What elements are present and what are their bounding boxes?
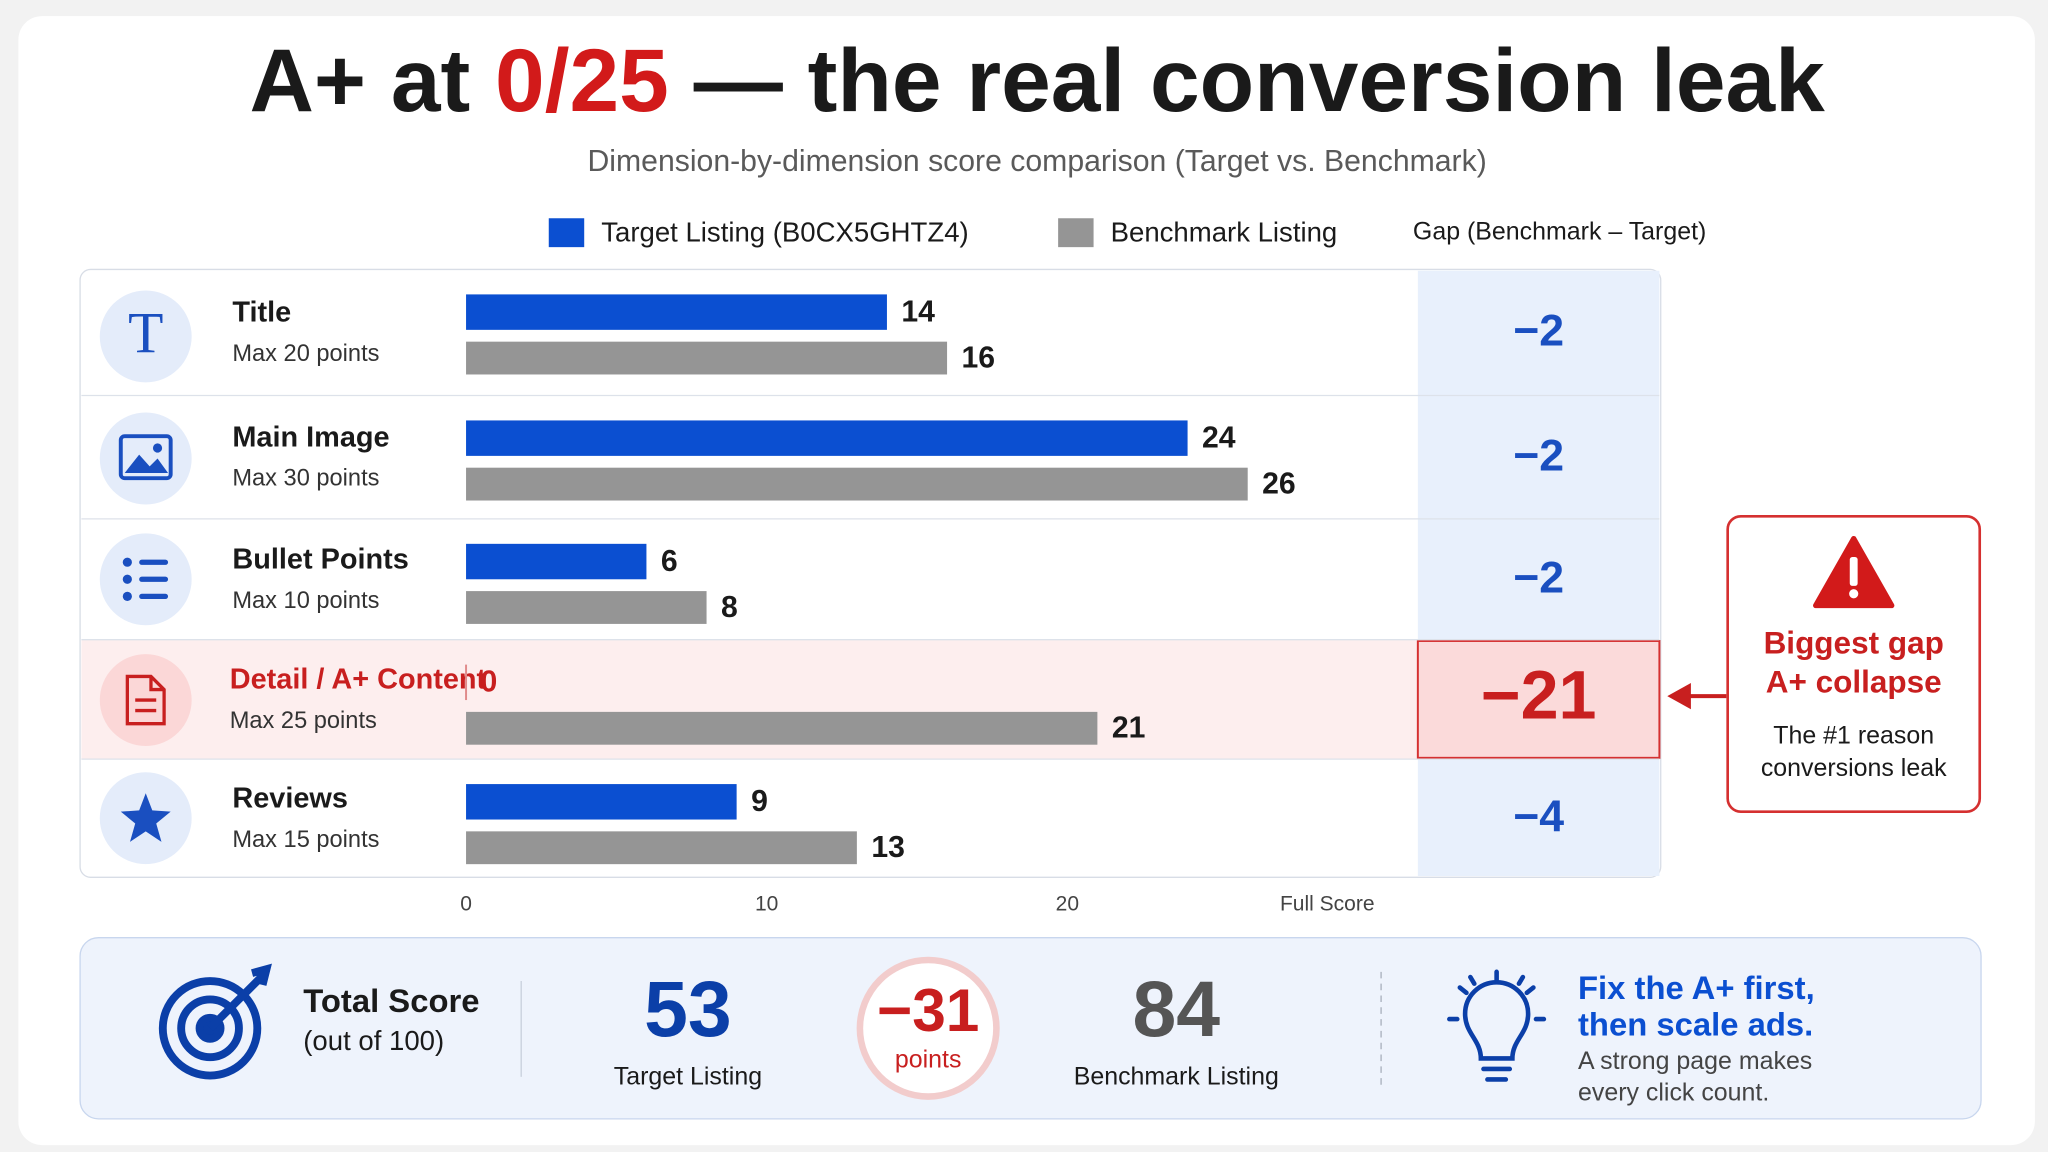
callout-text: conversions leak [1761, 754, 1947, 782]
target-total: 53 [644, 965, 732, 1053]
summary-label: Total Score [303, 982, 479, 1019]
title-highlight: 0/25 [495, 30, 669, 130]
bar [466, 711, 1098, 745]
legend-swatch [1058, 218, 1094, 248]
gap-value: −4 [1513, 792, 1564, 841]
gap-header: Gap (Benchmark – Target) [1413, 217, 1706, 245]
icon-bg [99, 412, 192, 505]
highlight-gap-cell [1416, 640, 1661, 759]
difference-unit: points [895, 1046, 962, 1074]
callout-title: Biggest gap [1764, 624, 1944, 660]
category-note: Max 30 points [232, 466, 379, 492]
bar [466, 543, 647, 580]
image-icon [118, 434, 173, 481]
bar-value-label: 21 [1112, 712, 1146, 745]
gap-column [1417, 270, 1660, 876]
document-icon [125, 674, 166, 726]
warning-mark [1849, 556, 1858, 586]
bar [466, 294, 887, 330]
x-tick-label: 10 [755, 892, 778, 915]
gap-value: −2 [1513, 307, 1564, 356]
subtitle: Dimension-by-dimension score comparison … [588, 145, 1487, 178]
bar-value-label: 14 [901, 295, 935, 328]
title-suffix: — the real conversion leak [694, 30, 1826, 130]
rows: Title Max 20 points 14 16 −2 Main Image Max 30… [81, 294, 1661, 865]
title-prefix: A+ at [249, 30, 470, 130]
legend: Target Listing (B0CX5GHTZ4) Benchmark Lis… [548, 216, 1706, 248]
difference-badge [856, 956, 1000, 1100]
bar [466, 591, 707, 624]
bar [466, 420, 1188, 456]
category-label: Title [232, 297, 291, 329]
list-icon [122, 557, 169, 601]
bar-value-label: 24 [1202, 421, 1236, 454]
bar-value-label: 6 [661, 545, 678, 578]
tip-title: then scale ads. [1578, 1006, 1813, 1043]
icon-bg [99, 290, 192, 383]
x-tick-label: Full Score [1280, 892, 1375, 915]
tip-title: Fix the A+ first, [1578, 969, 1815, 1006]
category-label: Detail / A+ Content [230, 664, 487, 696]
category-note: Max 15 points [232, 827, 379, 853]
x-tick-label: 0 [460, 892, 472, 915]
category-label: Reviews [232, 782, 348, 814]
legend-label: Target Listing (B0CX5GHTZ4) [601, 216, 968, 247]
category-note: Max 20 points [232, 341, 379, 367]
callout-text: The #1 reason [1773, 721, 1934, 749]
callout-title: A+ collapse [1766, 664, 1942, 700]
image-icon-mountain [124, 454, 169, 473]
callout-box [1726, 514, 1982, 813]
bar-value-label: 13 [871, 831, 905, 864]
legend-swatch [548, 218, 585, 248]
target-total-label: Target Listing [614, 1063, 762, 1091]
legend-label: Benchmark Listing [1111, 216, 1338, 247]
category-label: Main Image [232, 421, 389, 453]
bar [466, 831, 857, 865]
star-icon [120, 793, 171, 842]
benchmark-total-label: Benchmark Listing [1074, 1063, 1279, 1091]
page-title: A+ at 0/25 — the real conversion leak [249, 30, 1825, 130]
image-icon-sun [152, 443, 163, 453]
bar [466, 467, 1248, 501]
bar-value-label: 8 [721, 591, 738, 624]
x-axis: 0 10 20 Full Score [460, 892, 1374, 915]
bulb-icon [1447, 969, 1547, 1082]
benchmark-total: 84 [1132, 965, 1220, 1053]
bar-value-label: 16 [962, 341, 996, 374]
tip-text: A strong page makes [1578, 1047, 1812, 1075]
gap-value: −2 [1513, 553, 1564, 602]
warning-dot [1849, 589, 1859, 599]
category-note: Max 10 points [232, 588, 379, 614]
callout-arrowhead [1667, 682, 1691, 710]
bar-value-label: 26 [1262, 467, 1296, 500]
title-icon: T [128, 302, 163, 365]
summary-sublabel: (out of 100) [303, 1025, 444, 1056]
bar [466, 784, 737, 820]
bar [466, 341, 948, 375]
x-tick-label: 20 [1056, 892, 1079, 915]
bar-value-label: 9 [751, 785, 768, 818]
category-label: Bullet Points [232, 544, 408, 576]
row-icons: T [99, 290, 192, 865]
tip-text: every click count. [1578, 1079, 1769, 1107]
target-icon [158, 963, 272, 1080]
gap-value: −21 [1481, 658, 1597, 734]
category-note: Max 25 points [230, 708, 377, 734]
bar-value-label: 0 [480, 666, 497, 699]
gap-value: −2 [1513, 431, 1564, 480]
difference-value: −31 [877, 976, 979, 1044]
